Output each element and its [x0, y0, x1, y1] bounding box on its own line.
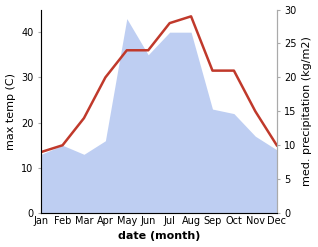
Y-axis label: med. precipitation (kg/m2): med. precipitation (kg/m2) [302, 36, 313, 186]
X-axis label: date (month): date (month) [118, 231, 200, 242]
Y-axis label: max temp (C): max temp (C) [5, 73, 16, 150]
